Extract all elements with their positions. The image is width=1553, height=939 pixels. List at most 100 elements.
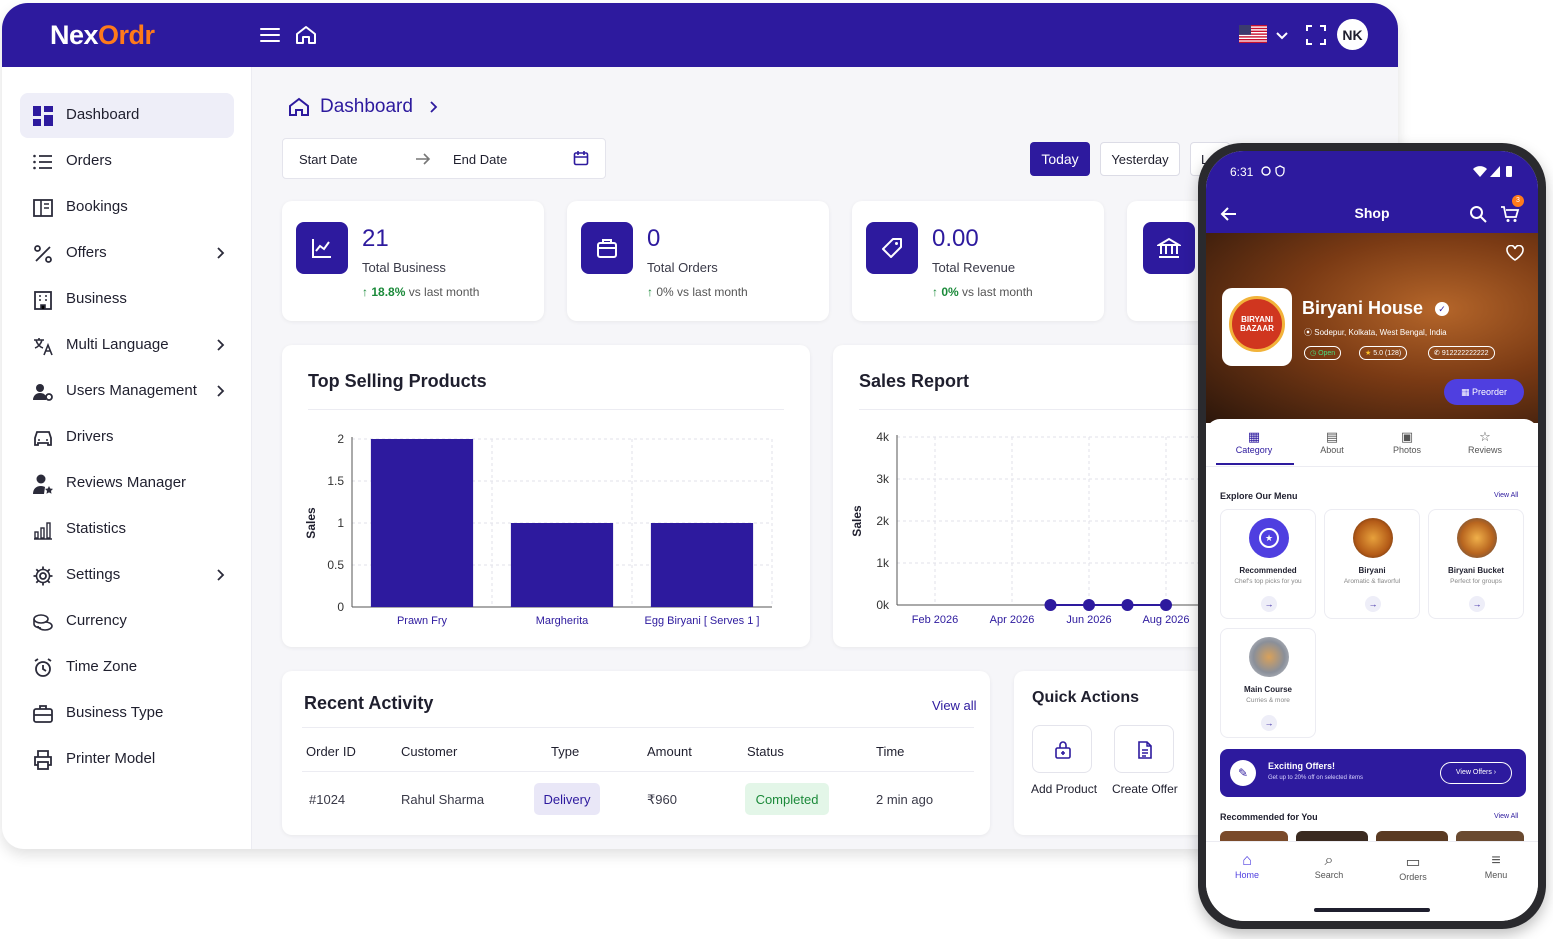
nav-home[interactable]: ⌂ Home [1222,852,1272,880]
us-flag-icon[interactable] [1239,25,1267,43]
preorder-button[interactable]: ▦ Preorder [1444,379,1524,405]
y-tick-label: 2 [337,432,344,446]
sidebar-item-bookings[interactable]: Bookings [20,185,234,230]
sidebar-item-label: Reviews Manager [66,474,187,491]
chevron-down-icon[interactable] [1274,27,1290,43]
sidebar-item-business[interactable]: Business [20,277,234,322]
menu-card-subtitle: Curries & more [1246,697,1290,704]
offer-banner[interactable]: ✎ Exciting Offers! Get up to 20% off on … [1220,749,1526,797]
biryani-image [1353,518,1393,558]
column-header: Time [876,744,905,759]
verified-badge-icon: ✓ [1435,302,1449,316]
hamburger-menu-icon: ≡ [1491,852,1501,869]
phone-time: 6:31 [1230,165,1254,179]
tab-category[interactable]: ▦ Category [1224,429,1284,455]
home-icon[interactable] [294,23,318,47]
create-offer-button[interactable] [1114,725,1174,773]
chevron-right-icon [217,385,225,397]
hamburger-menu-icon[interactable] [258,23,282,47]
menu-card-title: Biryani Bucket [1447,566,1505,575]
trend-chart-icon [312,239,331,258]
end-date-input[interactable]: End Date [453,152,508,167]
sidebar-item-business-type[interactable]: Business Type [20,691,234,736]
view-all-link[interactable]: View All [1494,492,1519,499]
tab-photos[interactable]: ▣ Photos [1377,429,1437,455]
stat-trend: ↑ 0% vs last month [932,285,1033,299]
nav-menu[interactable]: ≡ Menu [1471,852,1521,880]
star-outline-icon: ☆ [1479,429,1491,444]
sidebar-item-currency[interactable]: Currency [20,599,234,644]
bar [370,439,474,607]
tab-about[interactable]: ▤ About [1302,429,1362,455]
stat-badge [581,222,633,274]
column-header: Order ID [306,744,356,759]
sidebar-item-statistics[interactable]: Statistics [20,507,234,552]
data-point [1083,599,1095,611]
nav-label: Search [1314,870,1344,880]
sidebar: Dashboard Orders Bookings Offers Busines… [2,67,252,849]
sidebar-item-users-management[interactable]: Users Management [20,369,234,414]
add-product-button[interactable] [1032,725,1092,773]
sidebar-item-offers[interactable]: Offers [20,231,234,276]
recommended-item-image[interactable] [1220,831,1288,843]
x-tick-label: Aug 2026 [1142,614,1189,626]
phone-badge[interactable]: ✆ 912222222222 [1428,346,1495,360]
menu-card-subtitle: Aromatic & flavorful [1343,578,1401,585]
view-offers-button[interactable]: View Offers › [1440,762,1512,784]
sidebar-item-printer-model[interactable]: Printer Model [20,737,234,782]
sidebar-item-dashboard[interactable]: Dashboard [20,93,234,138]
nav-search[interactable]: ⌕ Search [1304,852,1354,880]
yesterday-button[interactable]: Yesterday [1100,142,1180,176]
home-icon[interactable] [288,94,310,120]
view-all-link[interactable]: View All [1494,813,1519,820]
phone-title: Shop [1354,205,1390,221]
recommended-item-image[interactable] [1296,831,1368,843]
sidebar-item-label: Settings [66,566,121,583]
menu-card-title: Recommended [1239,566,1297,575]
nexordr-logo[interactable]: NexOrdr [50,20,155,50]
sidebar-item-time-zone[interactable]: Time Zone [20,645,234,690]
recommended-item-image[interactable] [1376,831,1448,843]
today-button[interactable]: Today [1030,142,1090,176]
fullscreen-icon[interactable] [1305,24,1327,46]
menu-category-card[interactable]: Main Course Curries & more → [1220,628,1316,738]
recommended-item-image[interactable] [1456,831,1524,843]
back-arrow-icon[interactable] [1220,205,1238,223]
divider [302,727,974,728]
heart-icon[interactable] [1506,245,1524,261]
column-header: Customer [401,744,458,759]
menu-category-card[interactable]: ★ Recommended Chef's top picks for you → [1220,509,1316,619]
home-indicator [1314,908,1430,912]
nav-orders[interactable]: ▭ Orders [1388,852,1438,882]
x-tick-label: Egg Biryani [ Serves 1 ] [645,615,760,627]
sidebar-item-multi-language[interactable]: Multi Language [20,323,234,368]
customer-name: Rahul Sharma [401,792,485,807]
open-status-text: Open [1318,350,1336,357]
date-range-picker[interactable]: Start Date End Date [282,138,606,179]
sidebar-item-reviews-manager[interactable]: Reviews Manager [20,461,234,506]
search-icon: ⌕ [1324,852,1334,869]
page-title: Dashboard [320,96,413,117]
calendar-icon[interactable] [573,150,589,166]
stat-badge [296,222,348,274]
view-all-link[interactable]: View all [932,698,977,713]
menu-category-card[interactable]: Biryani Bucket Perfect for groups → [1428,509,1524,619]
start-date-input[interactable]: Start Date [299,152,358,167]
stat-label: Total Revenue [932,260,1016,275]
menu-category-card[interactable]: Biryani Aromatic & flavorful → [1324,509,1420,619]
tab-label: About [1320,445,1344,455]
order-id: #1024 [309,792,346,807]
stat-value: 21 [362,225,389,252]
cart-icon[interactable] [1500,205,1520,223]
document-icon [1138,741,1152,759]
tab-reviews[interactable]: ☆ Reviews [1455,429,1515,455]
sidebar-item-drivers[interactable]: Drivers [20,415,234,460]
search-icon[interactable] [1469,205,1487,223]
restaurant-name: Biryani House [1302,298,1424,318]
sidebar-item-label: Dashboard [66,106,140,123]
sidebar-item-settings[interactable]: Settings [20,553,234,598]
translate-icon [34,338,53,356]
avatar[interactable]: NK [1337,19,1368,50]
tab-label: Reviews [1467,445,1502,455]
sidebar-item-orders[interactable]: Orders [20,139,234,184]
